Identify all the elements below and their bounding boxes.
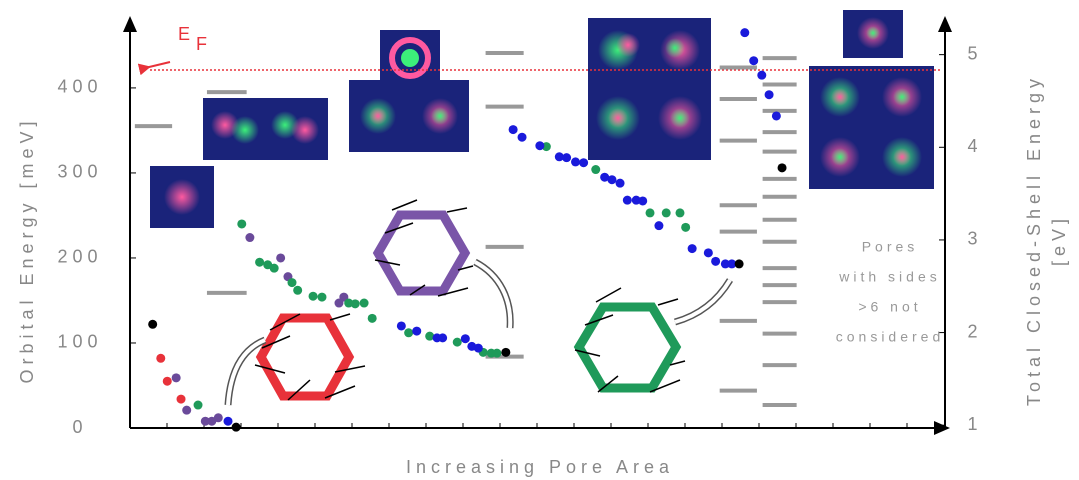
y2-axis-label: [eV] (1049, 214, 1069, 266)
chart: E F Increasing Pore Area Orbital Energy … (0, 0, 1079, 480)
data-point (535, 141, 544, 150)
data-point (501, 348, 510, 357)
x-axis-label: Increasing Pore Area (406, 457, 674, 477)
data-point (474, 344, 483, 353)
data-point (681, 223, 690, 232)
data-point (276, 253, 285, 262)
data-point (749, 56, 758, 65)
data-point (412, 327, 421, 336)
data-point (562, 153, 571, 162)
fermi-subscript: F (196, 34, 207, 54)
data-point (735, 259, 744, 268)
fermi-label: E (178, 24, 190, 44)
data-point (404, 328, 413, 337)
note-text: considered (836, 329, 945, 345)
data-point (309, 292, 318, 301)
data-point (654, 221, 663, 230)
data-point (638, 196, 647, 205)
y-tick-label: 200 (57, 247, 102, 267)
data-point (579, 158, 588, 167)
data-point (616, 179, 625, 188)
data-point (509, 125, 518, 134)
data-point (571, 157, 580, 166)
data-point (245, 233, 254, 242)
data-point (757, 71, 766, 80)
data-point (172, 373, 181, 382)
data-point (772, 111, 781, 120)
y2-tick-label: 3 (967, 229, 982, 249)
y2-tick-label: 2 (967, 321, 982, 341)
y2-tick-label: 1 (967, 414, 982, 434)
data-point (194, 401, 203, 410)
y2-tick-label: 4 (967, 136, 982, 156)
data-point (351, 299, 360, 308)
y-tick-label: 300 (57, 162, 102, 182)
data-point (662, 208, 671, 217)
y-tick-label: 0 (72, 417, 87, 437)
data-point (288, 278, 297, 287)
data-point (156, 354, 165, 363)
data-point (224, 417, 233, 426)
data-point (646, 208, 655, 217)
data-point (182, 406, 191, 415)
data-point (397, 321, 406, 330)
data-point (232, 423, 241, 432)
note-text: Pores (862, 239, 919, 255)
y-tick-label: 400 (57, 77, 102, 97)
data-point (765, 90, 774, 99)
y-axis-label: Orbital Energy [meV] (17, 116, 37, 383)
data-point (255, 258, 264, 267)
data-point (778, 163, 787, 172)
data-point (270, 264, 279, 273)
data-point (317, 293, 326, 302)
data-point (675, 208, 684, 217)
data-point (163, 377, 172, 386)
data-point (177, 395, 186, 404)
note-text: >6 not (858, 299, 921, 315)
data-point (704, 248, 713, 257)
data-point (214, 413, 223, 422)
y2-tick-label: 5 (967, 43, 982, 63)
data-point (453, 338, 462, 347)
y2-axis-label: Total Closed-Shell Energy (1024, 74, 1044, 406)
data-point (237, 219, 246, 228)
data-point (461, 334, 470, 343)
data-point (438, 333, 447, 342)
data-point (711, 257, 720, 266)
data-point (293, 286, 302, 295)
data-point (368, 314, 377, 323)
data-point (492, 349, 501, 358)
data-point (607, 175, 616, 184)
data-point (591, 165, 600, 174)
data-point (688, 244, 697, 253)
data-point (148, 320, 157, 329)
data-point (623, 196, 632, 205)
y-tick-label: 100 (57, 332, 102, 352)
data-point (740, 28, 749, 37)
data-point (360, 299, 369, 308)
data-point (518, 133, 527, 142)
note-text: with sides (838, 269, 940, 285)
decorations (123, 10, 952, 435)
